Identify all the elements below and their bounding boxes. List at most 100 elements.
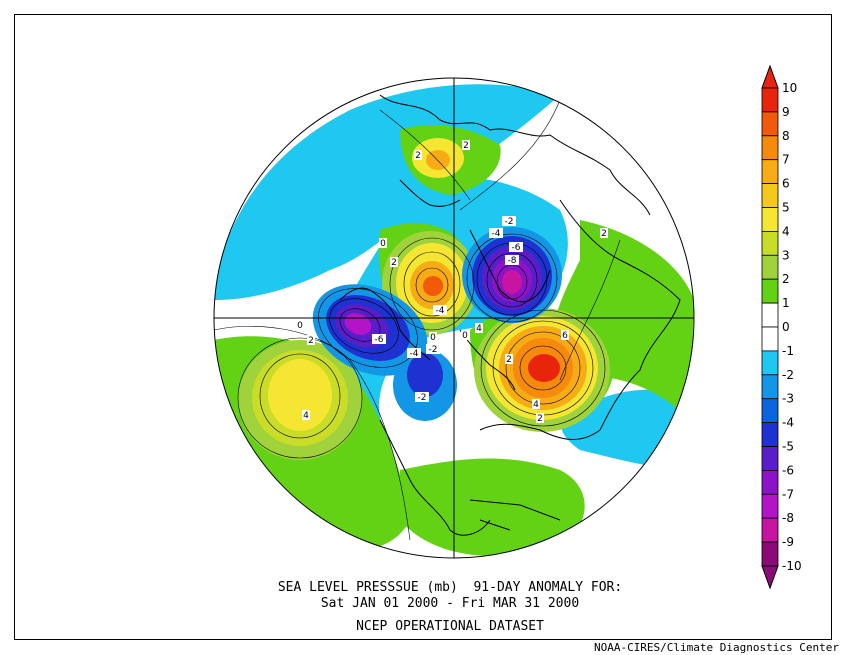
colorbar-swatch [761,135,779,161]
contour-label: -2 [418,393,427,403]
contour-label-bg [505,255,519,265]
colorbar-label: -5 [782,440,794,454]
colorbar-swatch [761,398,779,424]
contour-label-bg [600,228,608,238]
colorbar-label: 0 [782,320,790,334]
colorbar-label: 3 [782,248,790,262]
contour-label-bg [414,150,422,160]
caption-line-1: SEA LEVEL PRESSSUE (mb) 91-DAY ANOMALY F… [277,580,623,595]
contour-label: 4 [476,324,482,334]
caption-line-3: NCEP OPERATIONAL DATASET [356,619,544,634]
contour-label: 2 [463,141,469,151]
high-pacific-inner [268,359,332,431]
colorbar-label: 1 [782,296,790,310]
caption-line-2: Sat JAN 01 2000 - Fri MAR 31 2000 [320,596,580,611]
colorbar-label: -1 [782,344,794,358]
low-alaska-core [344,313,372,335]
colorbar-swatch [761,541,779,567]
colorbar-swatch [761,254,779,280]
colorbar-label: -9 [782,535,794,549]
contour-label-bg [426,344,440,354]
contour-label: -6 [375,335,384,345]
contour-label-bg [561,330,569,340]
colorbar-swatch [761,159,779,184]
map-frame [14,14,832,640]
colorbar-swatch [761,374,779,400]
contour-label-bg [302,410,310,420]
contour-lines [214,99,621,541]
contour-label: 2 [537,414,543,424]
colorbar-label: 9 [782,105,790,119]
colorbar-swatch [761,87,779,113]
contour-label-bg [372,334,386,344]
contour-label: 0 [462,331,468,341]
colorbar-label: -4 [782,416,794,430]
contour-label: 2 [391,258,397,268]
contour-label: -4 [492,229,501,239]
colorbar-label: -8 [782,511,794,525]
graticule [214,78,694,558]
colorbar-label: -6 [782,463,794,477]
contour-label: 6 [562,331,568,341]
low-greenland-core [502,270,522,294]
colorbar-label: 4 [782,224,790,238]
contour-label: -2 [505,217,514,227]
contour-label-bg [433,305,447,315]
contour-label: 0 [297,321,303,331]
colorbar-swatch [761,517,779,543]
contour-label-bg [407,348,421,358]
map-boundary [213,77,695,559]
contour-label-bg [502,216,516,226]
colorbar-swatch [761,350,779,376]
colorbar-label: 10 [782,81,797,95]
colorbar-label: -7 [782,487,794,501]
high-atlantic-core [528,354,560,382]
contour-label: -2 [429,345,438,355]
colorbar-swatch [761,493,779,519]
contour-label: -4 [410,349,419,359]
contour-label: 4 [303,411,309,421]
contour-label-bg [379,238,387,248]
colorbar-label: -10 [782,559,802,573]
colorbar-bottom-arrow [761,565,779,590]
anomaly-field [214,78,694,558]
contour-label: 0 [380,239,386,249]
coastlines [339,94,681,536]
colorbar-swatch [761,207,779,232]
colorbar-swatch [761,422,779,447]
colorbar-swatch [761,302,779,328]
contour-label: 2 [308,336,314,346]
colorbar-swatch [761,278,779,304]
colorbar-label: 7 [782,153,790,167]
colorbar-top-arrow [761,64,779,89]
contour-label: 0 [430,333,436,343]
colorbar-swatch [761,111,779,137]
low-canada-core [407,353,443,397]
contour-label-bg [415,392,429,402]
contour-label: 2 [506,355,512,365]
contour-label-bg [429,332,437,342]
colorbar-label: 2 [782,272,790,286]
colorbar-swatch [761,446,779,471]
contour-label-bg [390,257,398,267]
colorbar-label: 6 [782,177,790,191]
contour-label-bg [475,323,483,333]
contour-label: 2 [415,151,421,161]
colorbar-label: -2 [782,368,794,382]
credit-text: NOAA-CIRES/Climate Diagnostics Center [593,641,839,654]
colorbar-swatch [761,326,779,352]
contour-label-bg [489,228,503,238]
contour-label-bg [462,140,470,150]
positive-region-america [400,458,585,557]
colorbar-swatch [761,230,779,256]
contour-label-bg [461,330,469,340]
colorbar-label: 5 [782,201,790,215]
contour-label-bg [536,413,544,423]
colorbar-swatch [761,469,779,495]
contour-label: -8 [508,256,517,266]
contour-label-bg [296,320,304,330]
contour-label-bg [532,399,540,409]
